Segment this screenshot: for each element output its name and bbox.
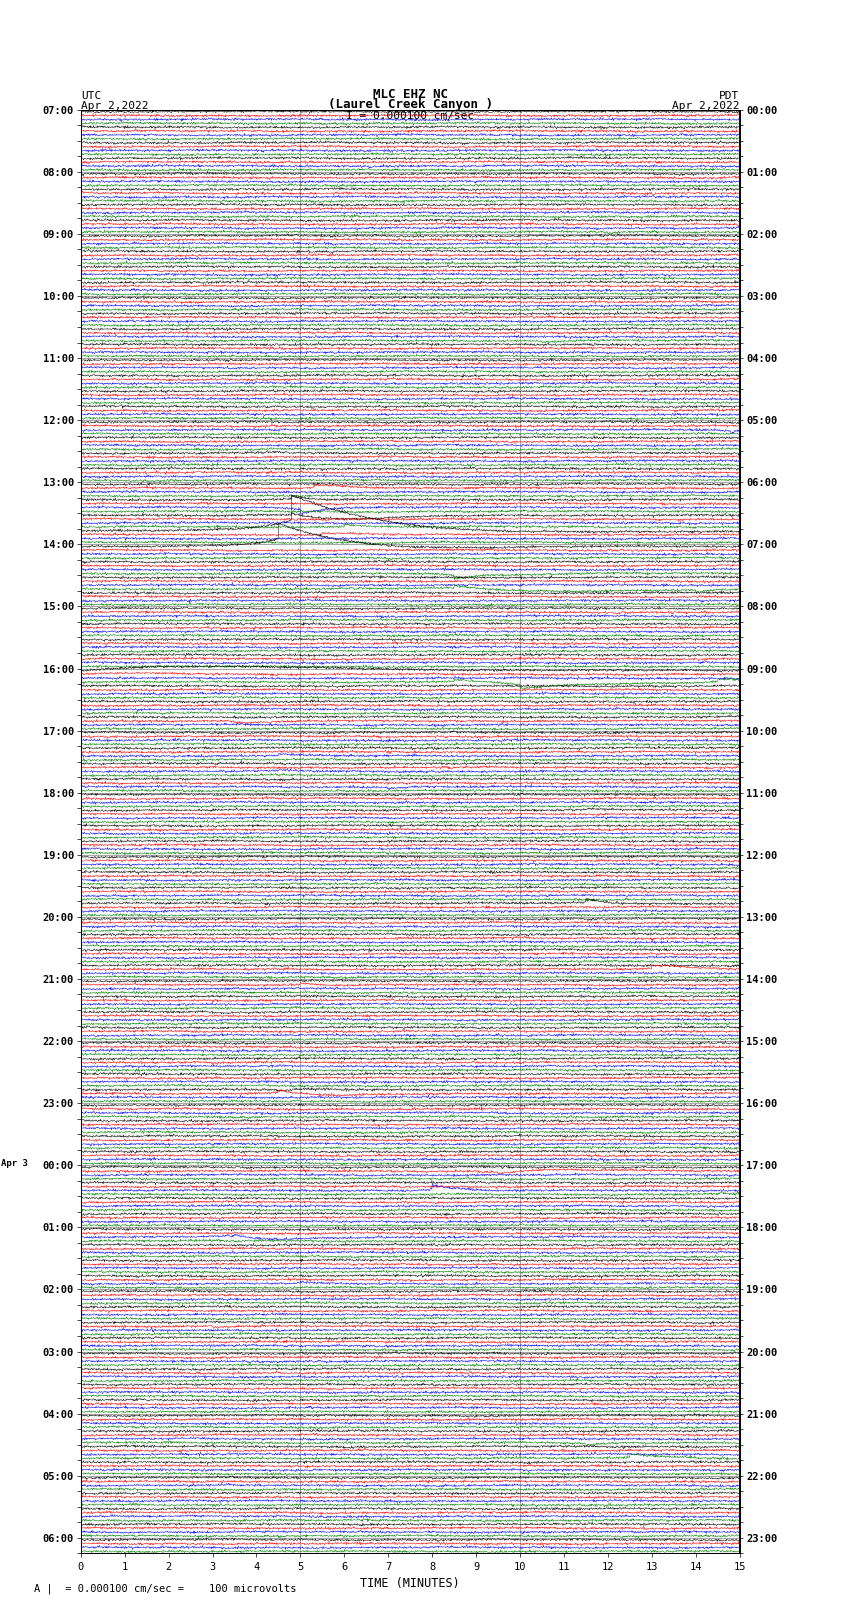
X-axis label: TIME (MINUTES): TIME (MINUTES) xyxy=(360,1576,460,1589)
Text: UTC: UTC xyxy=(81,90,101,100)
Text: A |  = 0.000100 cm/sec =    100 microvolts: A | = 0.000100 cm/sec = 100 microvolts xyxy=(34,1582,297,1594)
Text: Apr 3: Apr 3 xyxy=(1,1158,28,1168)
Text: MLC EHZ NC: MLC EHZ NC xyxy=(373,87,448,100)
Text: I = 0.000100 cm/sec: I = 0.000100 cm/sec xyxy=(347,111,474,121)
Text: PDT: PDT xyxy=(719,90,740,100)
Text: Apr 2,2022: Apr 2,2022 xyxy=(672,102,740,111)
Text: Apr 2,2022: Apr 2,2022 xyxy=(81,102,148,111)
Text: (Laurel Creek Canyon ): (Laurel Creek Canyon ) xyxy=(328,98,493,111)
